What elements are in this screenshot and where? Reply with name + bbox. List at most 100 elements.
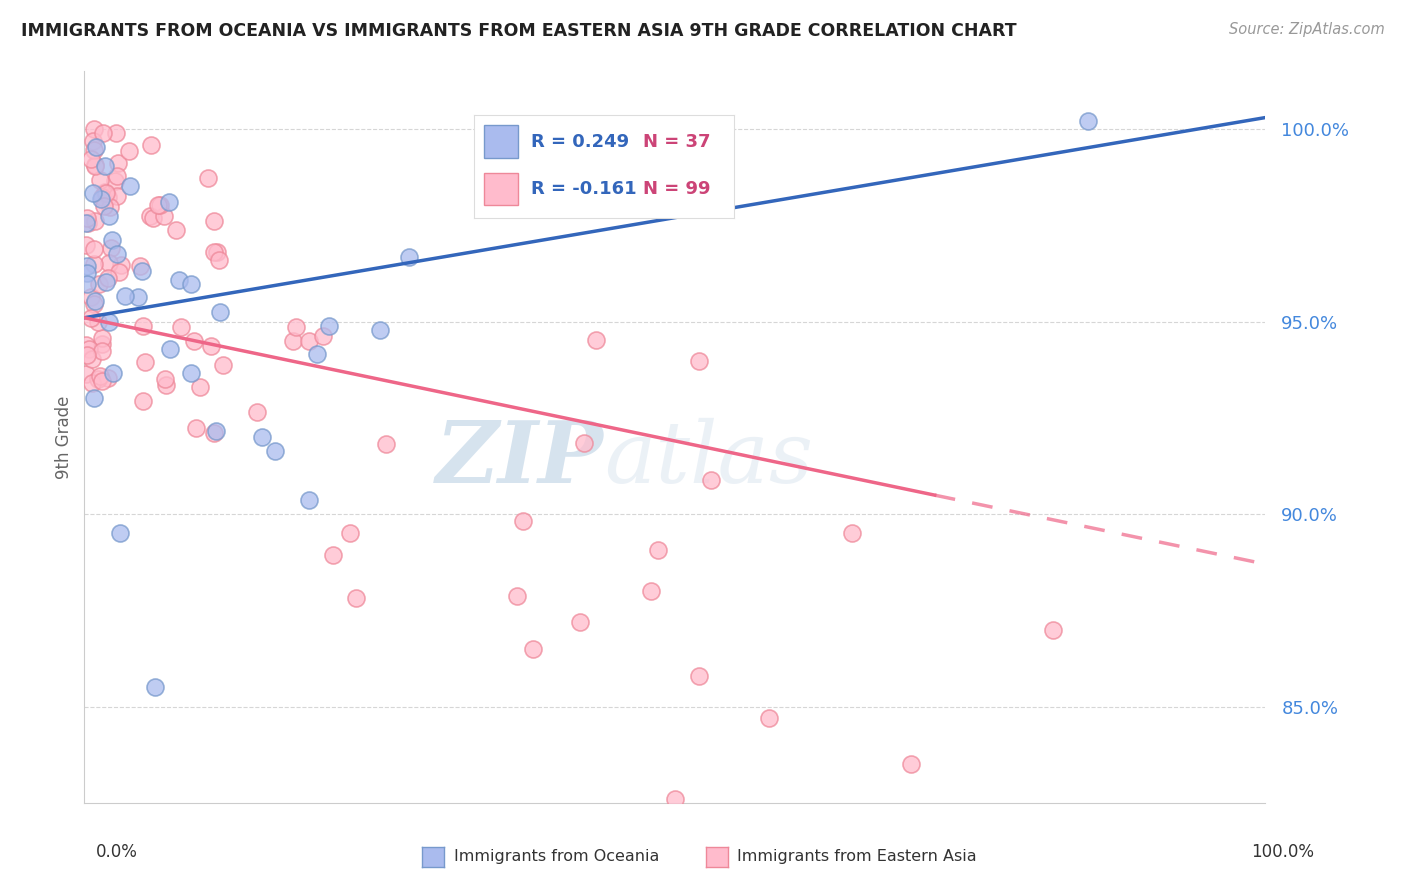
Point (91, 374, 114, 388)
Point (1077, 114, 1099, 128)
Point (900, 757, 922, 772)
Point (108, 265, 131, 279)
Point (146, 197, 169, 211)
Point (398, 250, 420, 264)
Point (76, 259, 98, 273)
Point (100, 200, 122, 214)
Point (75, 216, 97, 230)
Point (105, 246, 128, 260)
Point (76, 277, 98, 292)
Point (155, 378, 177, 392)
Point (569, 615, 592, 629)
Point (1042, 623, 1064, 637)
Point (143, 681, 166, 695)
Point (200, 339, 222, 353)
Point (94, 275, 117, 289)
Point (344, 591, 367, 605)
Point (83, 158, 105, 172)
Point (205, 244, 228, 259)
Y-axis label: 9th Grade: 9th Grade (55, 395, 73, 479)
Point (132, 394, 155, 409)
Point (264, 443, 287, 458)
Point (512, 514, 534, 528)
Point (180, 366, 202, 380)
Point (152, 210, 174, 224)
Point (522, 641, 544, 656)
Point (86, 372, 108, 386)
Text: 100.0%: 100.0% (1251, 843, 1315, 861)
Point (307, 347, 329, 361)
Point (118, 145, 141, 159)
Point (84, 214, 107, 228)
Point (157, 194, 180, 209)
Point (83, 391, 105, 405)
Point (86, 140, 108, 154)
Point (82, 186, 104, 201)
Point (110, 259, 132, 273)
Point (664, 792, 686, 806)
Point (155, 372, 177, 386)
Point (311, 328, 333, 343)
Point (100, 241, 122, 255)
Point (170, 320, 193, 334)
Point (105, 189, 128, 203)
Point (80, 351, 103, 366)
Point (75, 338, 97, 352)
Point (77, 216, 100, 230)
Point (91, 344, 114, 359)
Point (700, 473, 723, 487)
Point (131, 264, 153, 278)
Point (127, 290, 149, 304)
Point (184, 421, 207, 435)
Text: Immigrants from Eastern Asia: Immigrants from Eastern Asia (737, 849, 976, 863)
Point (80, 376, 103, 390)
Point (104, 127, 127, 141)
Point (100, 233, 122, 247)
Point (83, 257, 105, 271)
Point (83, 160, 105, 174)
Point (97, 271, 120, 285)
Point (205, 424, 228, 438)
Text: atlas: atlas (605, 417, 813, 500)
Point (134, 355, 156, 369)
Point (118, 178, 141, 193)
Point (208, 304, 231, 318)
Point (94, 159, 117, 173)
Point (322, 548, 344, 562)
Point (159, 342, 181, 356)
Point (283, 334, 305, 348)
Point (572, 435, 595, 450)
Point (98, 315, 121, 329)
Point (211, 358, 233, 372)
Point (89, 173, 111, 187)
Point (83, 297, 105, 311)
Point (83, 242, 105, 256)
Point (104, 174, 127, 188)
Point (139, 209, 162, 223)
Point (93, 199, 115, 213)
Point (202, 244, 225, 259)
Point (370, 323, 392, 337)
Point (149, 198, 172, 212)
Point (94, 186, 117, 201)
Point (76, 348, 98, 362)
Point (202, 213, 225, 227)
Point (107, 169, 129, 184)
Point (97, 210, 120, 224)
Point (131, 319, 153, 334)
Point (97, 371, 120, 385)
Point (75, 367, 97, 381)
Point (80, 152, 103, 166)
Point (208, 253, 231, 268)
Point (76, 266, 98, 280)
Point (647, 542, 669, 557)
Point (250, 430, 273, 444)
Point (83, 144, 105, 158)
Point (688, 354, 710, 368)
Point (89, 368, 111, 383)
Point (298, 492, 321, 507)
Point (87, 277, 110, 291)
Point (101, 366, 124, 380)
Point (75, 238, 97, 252)
Text: ZIP: ZIP (436, 417, 605, 500)
